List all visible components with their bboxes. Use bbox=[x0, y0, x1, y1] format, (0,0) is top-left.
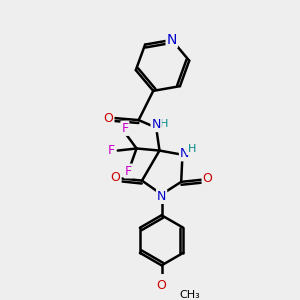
Text: F: F bbox=[108, 144, 115, 157]
Text: N: N bbox=[180, 147, 189, 161]
Text: F: F bbox=[121, 122, 128, 135]
Text: O: O bbox=[157, 279, 166, 292]
Text: O: O bbox=[103, 112, 113, 124]
Text: N: N bbox=[152, 118, 161, 131]
Text: O: O bbox=[111, 171, 121, 184]
Text: F: F bbox=[124, 164, 132, 178]
Text: O: O bbox=[202, 172, 212, 185]
Text: N: N bbox=[167, 33, 177, 47]
Text: N: N bbox=[157, 190, 166, 203]
Text: H: H bbox=[160, 119, 168, 129]
Text: CH₃: CH₃ bbox=[179, 290, 200, 300]
Text: H: H bbox=[188, 144, 196, 154]
